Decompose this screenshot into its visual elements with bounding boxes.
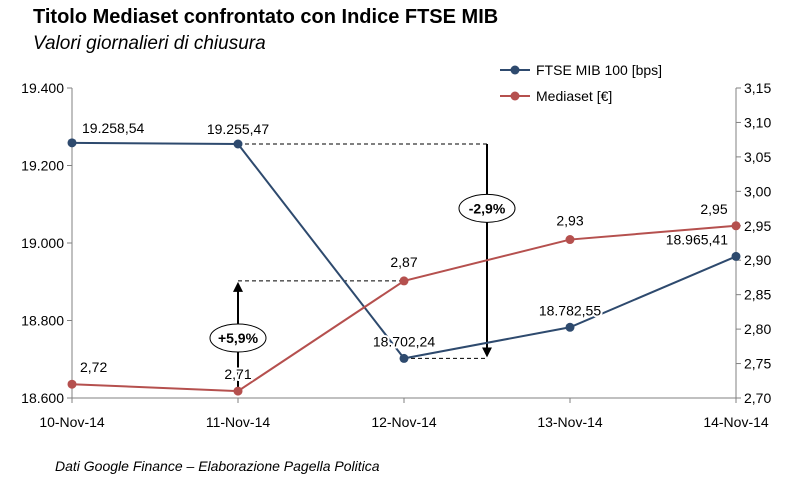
axes: 18.600 18.800 19.000 19.200 19.400 2,70 2,75 2,… [21, 80, 771, 430]
source-note: Dati Google Finance – Elaborazione Pagel… [55, 458, 380, 474]
mediaset-label: 2,722,72 [78, 357, 109, 377]
x-tick-label: 10-Nov-14 [39, 414, 105, 430]
right-tick-label: 3,10 [744, 114, 771, 130]
left-tick-label: 18.600 [21, 390, 64, 406]
mediaset-label-halo: 2,93 [556, 213, 583, 229]
ftse-label-halo: 19.258,54 [82, 120, 144, 136]
x-tick-label: 13-Nov-14 [537, 414, 603, 430]
right-tick-label: 3,00 [744, 183, 771, 199]
mediaset-line [71, 224, 737, 393]
legend: FTSE MIB 100 [bps] Mediaset [€] [500, 62, 662, 104]
ftse-label-halo: 18.782,55 [539, 302, 601, 318]
x-tick-label: 11-Nov-14 [206, 414, 271, 430]
mediaset-label-text: 2,95 [700, 201, 727, 217]
x-tick-label: 14-Nov-14 [703, 414, 769, 430]
ftse-label-text: 18.702,24 [373, 333, 435, 349]
ftse-label-halo: 19.255,47 [207, 121, 269, 137]
annotation-rise-oval [209, 323, 267, 353]
mediaset-label-text: 2,93 [556, 213, 583, 229]
ftse-label-text: 19.255,47 [207, 121, 269, 137]
mediaset-label-text: 2,72 [80, 359, 107, 375]
legend-item-ftse-marker [510, 65, 520, 75]
ftse-label-text: 19.258,54 [82, 120, 144, 136]
mediaset-label-halo: 2,72 [80, 359, 107, 375]
left-tick-label: 19.200 [21, 158, 64, 174]
right-tick-label: 2,70 [744, 390, 771, 406]
left-tick-label: 18.800 [21, 313, 64, 329]
annotation-rise-text: +5,9% [218, 330, 259, 346]
ftse-point [731, 251, 741, 261]
right-tick-label: 2,95 [744, 218, 771, 234]
ftse-point [399, 353, 409, 363]
mediaset-label: 2,712,71 [222, 364, 253, 384]
series-layer [67, 138, 741, 396]
chart-subtitle: Valori giornalieri di chiusura [33, 33, 266, 54]
ftse-point [565, 322, 575, 332]
right-tick-label: 2,80 [744, 321, 771, 337]
left-tick-label: 19.400 [21, 80, 64, 96]
legend-item-ftse-label: FTSE MIB 100 [bps] [536, 62, 662, 78]
chart-title: Titolo Mediaset confrontato con Indice F… [33, 6, 499, 28]
ftse-label-text: 18.965,41 [666, 231, 728, 247]
annotation-drop-text: -2,9% [469, 200, 506, 216]
left-tick-label: 19.000 [21, 235, 64, 251]
mediaset-point [731, 221, 741, 231]
mediaset-label: 2,932,93 [554, 211, 585, 231]
ftse-point [67, 138, 77, 148]
ftse-label-text: 18.782,55 [539, 302, 601, 318]
ftse-label-halo: 18.965,41 [666, 231, 728, 247]
annotation-drop: -2,9% [458, 193, 516, 223]
legend-item-mediaset-label: Mediaset [€] [536, 88, 612, 104]
mediaset-label-text: 2,87 [390, 254, 417, 270]
legend-item-ftse: FTSE MIB 100 [bps] [500, 62, 662, 78]
annotation-rise: +5,9% [209, 323, 267, 353]
x-tick-label: 12-Nov-14 [371, 414, 437, 430]
right-tick-label: 2,90 [744, 252, 771, 268]
mediaset-label-text: 2,71 [224, 366, 251, 382]
mediaset-point [67, 379, 77, 389]
right-tick-label: 3,05 [744, 149, 771, 165]
ftse-label-halo: 18.702,24 [373, 333, 435, 349]
mediaset-point [399, 276, 409, 286]
mediaset-label-halo: 2,87 [390, 254, 417, 270]
legend-item-mediaset: Mediaset [€] [500, 88, 612, 104]
mediaset-label-halo: 2,95 [700, 201, 727, 217]
ftse-line [71, 141, 737, 360]
annotation-drop-oval [458, 193, 516, 223]
mediaset-label-halo: 2,71 [224, 366, 251, 382]
mediaset-label: 2,872,87 [388, 252, 419, 272]
right-tick-label: 2,85 [744, 287, 771, 303]
right-tick-label: 3,15 [744, 80, 771, 96]
mediaset-point [233, 386, 243, 396]
legend-item-mediaset-marker [510, 91, 520, 101]
right-tick-label: 2,75 [744, 356, 771, 372]
mediaset-label: 2,952,95 [698, 199, 729, 219]
ftse-point [233, 139, 243, 149]
mediaset-point [565, 235, 575, 245]
